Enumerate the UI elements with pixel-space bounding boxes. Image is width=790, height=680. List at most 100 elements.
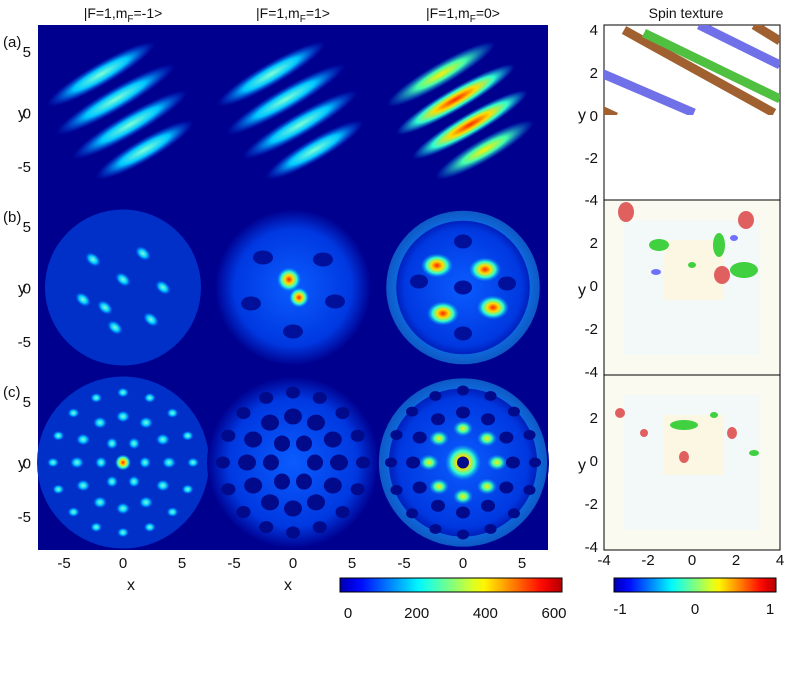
spin-spot bbox=[713, 233, 725, 257]
spin-spot bbox=[679, 451, 689, 463]
spin-stripe bbox=[751, 25, 780, 45]
vortex-hole bbox=[390, 429, 403, 440]
y-axis-label: y bbox=[18, 281, 26, 298]
density-stripe bbox=[47, 41, 155, 107]
row-label-1: (a) bbox=[3, 34, 21, 51]
vortex-hole bbox=[253, 250, 273, 265]
vortex-hole bbox=[313, 252, 333, 267]
density-spot bbox=[419, 454, 439, 471]
vortex-hole bbox=[456, 406, 470, 419]
density-spot bbox=[155, 479, 170, 492]
spin-spot bbox=[730, 235, 738, 241]
density-spot bbox=[487, 454, 507, 471]
x-tick-label: 0 bbox=[459, 555, 467, 572]
density-peak bbox=[469, 257, 501, 282]
density-spot bbox=[128, 475, 140, 488]
vortex-hole bbox=[307, 494, 325, 511]
spin-y-tick-label: -4 bbox=[585, 364, 598, 381]
vortex-hole bbox=[274, 473, 290, 490]
spin-stripe bbox=[642, 28, 780, 104]
density-spot bbox=[85, 252, 101, 267]
density-peak bbox=[289, 287, 309, 308]
density-stripe bbox=[56, 64, 175, 135]
panel-r3-c2 bbox=[207, 375, 379, 550]
density-spot bbox=[76, 479, 91, 492]
spin-y-tick-label: -2 bbox=[585, 150, 598, 167]
density-spot bbox=[128, 437, 140, 450]
column-title-1: |F=1,mF=-1> bbox=[84, 5, 163, 25]
density-spot bbox=[47, 457, 59, 468]
spin-spot bbox=[749, 450, 759, 456]
y-axis-label: y bbox=[18, 106, 26, 123]
row-label-2: (b) bbox=[3, 209, 21, 226]
vortex-hole bbox=[454, 326, 472, 341]
vortex-hole bbox=[356, 456, 370, 469]
density-stripe bbox=[95, 120, 194, 180]
y-tick-label: 5 bbox=[23, 44, 31, 61]
density-peak bbox=[115, 454, 131, 471]
vortex-hole bbox=[335, 505, 350, 518]
density-spot bbox=[139, 496, 153, 509]
vortex-hole bbox=[312, 391, 327, 404]
spin-y-tick-label: 2 bbox=[590, 235, 598, 252]
y-tick-label: 0 bbox=[23, 281, 31, 298]
spin-x-tick-label: -4 bbox=[597, 552, 610, 569]
y-tick-label: 5 bbox=[23, 219, 31, 236]
vortex-hole bbox=[284, 500, 302, 517]
x-tick-label: 5 bbox=[518, 555, 526, 572]
spin-colorbar bbox=[613, 577, 777, 593]
density-spot bbox=[155, 280, 171, 295]
x-tick-label: -5 bbox=[57, 555, 70, 572]
vortex-hole bbox=[506, 456, 520, 469]
y-tick-label: -5 bbox=[18, 159, 31, 176]
density-spot bbox=[115, 272, 131, 287]
density-peak bbox=[427, 301, 459, 326]
vortex-hole bbox=[286, 526, 300, 539]
density-spot bbox=[143, 392, 156, 403]
density-spot bbox=[428, 430, 449, 447]
y-tick-label: 0 bbox=[23, 106, 31, 123]
vortex-hole bbox=[406, 508, 419, 519]
density-spot bbox=[181, 484, 194, 495]
panel-r1-c3 bbox=[378, 25, 548, 200]
density-spot bbox=[453, 488, 473, 505]
density-spot bbox=[67, 506, 80, 517]
vortex-hole bbox=[406, 456, 420, 469]
density-stripe bbox=[72, 90, 188, 160]
vortex-hole bbox=[457, 385, 469, 396]
density-colorbar-tick: 200 bbox=[404, 605, 429, 622]
spin-spot bbox=[649, 239, 669, 251]
vortex-hole bbox=[261, 494, 279, 511]
y-tick-label: -5 bbox=[18, 334, 31, 351]
vortex-hole bbox=[456, 506, 470, 519]
vortex-hole bbox=[481, 499, 495, 512]
density-spot bbox=[106, 475, 118, 488]
spin-spot bbox=[615, 408, 625, 418]
vortex-hole bbox=[296, 435, 312, 452]
vortex-hole bbox=[457, 529, 469, 540]
x-tick-label: 5 bbox=[348, 555, 356, 572]
spin-y-tick-label: 0 bbox=[590, 453, 598, 470]
spin-spot bbox=[670, 420, 698, 430]
y-tick-label: 0 bbox=[23, 456, 31, 473]
spin-texture-title: Spin texture bbox=[649, 5, 724, 21]
vortex-hole bbox=[457, 456, 469, 469]
density-spot bbox=[106, 437, 118, 450]
column-title-3: |F=1,mF=0> bbox=[426, 5, 500, 25]
density-peak bbox=[477, 295, 509, 320]
vortex-hole bbox=[350, 483, 365, 496]
panel-r1-c1 bbox=[38, 25, 208, 200]
density-spot bbox=[90, 392, 103, 403]
vortex-hole bbox=[499, 481, 514, 494]
density-spot bbox=[135, 246, 151, 261]
spin-colorbar-tick: 0 bbox=[691, 601, 699, 618]
density-spot bbox=[67, 408, 80, 419]
density-spot bbox=[117, 387, 129, 398]
vortex-hole bbox=[312, 521, 327, 534]
vortex-hole bbox=[261, 414, 279, 431]
density-colorbar-tick: 0 bbox=[344, 605, 352, 622]
vortex-hole bbox=[307, 454, 323, 471]
vortex-hole bbox=[221, 429, 236, 442]
density-spot bbox=[139, 416, 153, 429]
vortex-hole bbox=[323, 431, 342, 448]
